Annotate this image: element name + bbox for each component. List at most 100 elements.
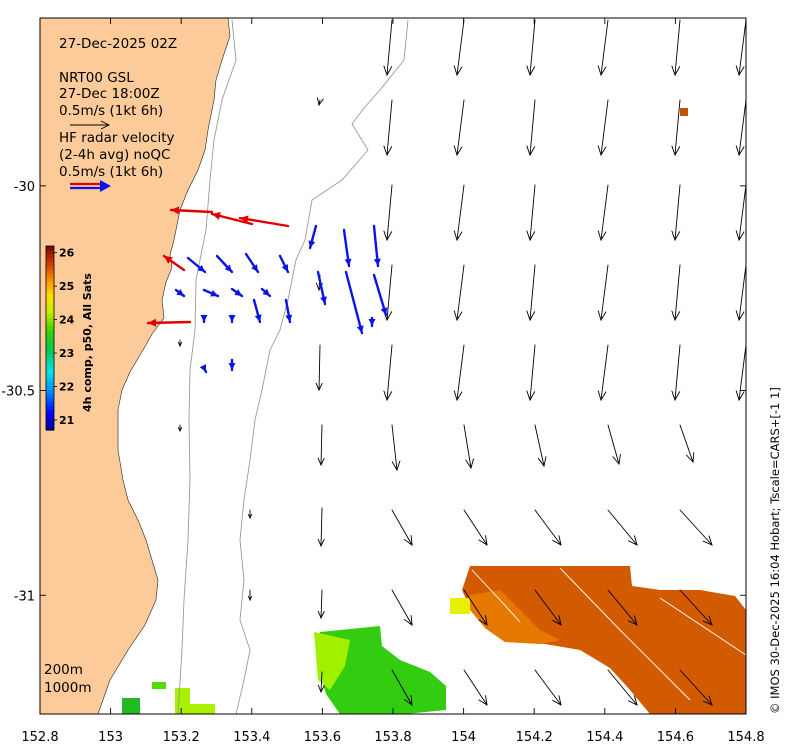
colorbar-tick-label: 26 xyxy=(59,247,75,260)
colorbar-band xyxy=(46,378,54,383)
colorbar-title: 4h comp, p50, All Sats xyxy=(81,273,94,412)
radar-offshore-arrow xyxy=(244,252,260,274)
colorbar-band xyxy=(46,310,54,315)
model-current-arrow xyxy=(383,344,393,402)
isobath-label-1000m: 1000m xyxy=(44,680,92,696)
model-current-arrow xyxy=(463,424,474,470)
colorbar-tick-label: 24 xyxy=(59,314,75,327)
model-current-arrow xyxy=(534,509,562,546)
model-current-arrow xyxy=(463,669,488,706)
model-current-arrow xyxy=(534,589,562,626)
colorbar-band xyxy=(46,342,54,347)
colorbar-band xyxy=(46,250,54,255)
model-current-arrow xyxy=(453,184,465,242)
colorbar-band xyxy=(46,418,54,423)
model-current-arrow xyxy=(607,424,621,466)
model-current-arrow xyxy=(679,669,713,706)
radar-offshore-arrow xyxy=(230,287,244,298)
x-tick-label: 154 xyxy=(451,730,476,745)
model-current-arrow xyxy=(671,264,681,322)
colorbar-band xyxy=(46,294,54,299)
radar-offshore-arrow xyxy=(278,254,290,274)
radar-offshore-arrow xyxy=(174,288,186,298)
model-arrow-layer xyxy=(177,19,746,706)
model-current-arrow xyxy=(453,344,465,402)
model-current-arrow xyxy=(671,19,681,77)
model-current-arrow xyxy=(735,184,746,242)
colorbar-tick-label: 22 xyxy=(59,381,74,394)
model-current-arrow xyxy=(607,589,638,626)
colorbar: 26 25 24 23 22 21 4h comp, p50, All Sats xyxy=(45,245,94,431)
y-axis: -30 -30.5 -31 xyxy=(1,180,746,604)
model-current-arrow xyxy=(177,339,183,348)
sst-warm-patch xyxy=(462,566,746,714)
colorbar-band xyxy=(46,410,54,415)
model-current-arrow xyxy=(597,19,609,77)
model-current-arrow xyxy=(383,99,393,157)
sst-cool-patch-sw2 xyxy=(175,688,215,714)
radar-offshore-arrow xyxy=(260,287,272,298)
model-current-arrow xyxy=(317,507,325,548)
colorbar-band xyxy=(46,362,54,367)
date-label: 27-Dec-2025 02Z xyxy=(59,36,177,52)
model-current-arrow xyxy=(534,669,562,706)
isobath-label-200m: 200m xyxy=(44,662,83,678)
x-tick-label: 154.6 xyxy=(657,730,694,745)
sst-front-line xyxy=(559,567,691,701)
colorbar-band xyxy=(46,370,54,375)
colorbar-band xyxy=(46,314,54,319)
sst-layer xyxy=(122,108,746,714)
model-current-arrow xyxy=(526,19,536,77)
colorbar-band xyxy=(46,382,54,387)
model-current-arrow xyxy=(463,589,488,626)
model-current-arrow xyxy=(247,589,253,602)
colorbar-band xyxy=(46,286,54,291)
model-current-arrow xyxy=(735,99,746,157)
colorbar-band xyxy=(46,262,54,267)
model-current-arrow xyxy=(383,19,393,77)
model-current-arrow xyxy=(383,184,393,242)
model-current-arrow xyxy=(679,509,713,546)
colorbar-band xyxy=(46,246,54,251)
radar-offshore-arrow xyxy=(252,298,262,324)
radar-onshore-arrow xyxy=(238,215,290,228)
model-current-arrow xyxy=(671,184,681,242)
colorbar-tick-label: 25 xyxy=(59,280,74,293)
sst-cool-pixel xyxy=(152,682,166,689)
model-current-arrow xyxy=(526,264,536,322)
model-current-arrow xyxy=(679,424,695,464)
radar-offshore-arrow xyxy=(368,316,376,328)
model-current-arrow xyxy=(607,669,638,706)
model-current-arrow xyxy=(745,424,746,427)
model-current-arrow xyxy=(391,669,413,706)
model-current-arrow xyxy=(534,424,547,468)
model-current-arrow xyxy=(597,99,609,157)
sst-warm-pixel xyxy=(680,108,688,116)
radar-offshore-arrow xyxy=(186,256,207,274)
radar-offshore-arrow xyxy=(372,224,381,268)
sst-yellow-patch xyxy=(450,598,470,614)
colorbar-tick-label: 21 xyxy=(59,414,74,427)
model-current-arrow xyxy=(453,99,465,157)
model-current-arrow xyxy=(453,19,465,77)
model-current-arrow xyxy=(177,424,183,433)
model-current-arrow xyxy=(597,184,609,242)
colorbar-band xyxy=(46,350,54,355)
colorbar-band xyxy=(46,290,54,295)
colorbar-band xyxy=(46,278,54,283)
colorbar-band xyxy=(46,258,54,263)
colorbar-band xyxy=(46,398,54,403)
model-current-arrow xyxy=(316,97,324,107)
x-tick-label: 153.4 xyxy=(233,730,270,745)
colorbar-band xyxy=(46,386,54,391)
radar-offshore-arrow xyxy=(228,358,236,372)
model-current-arrow xyxy=(317,671,325,694)
colorbar-band xyxy=(46,274,54,279)
radar-scale-label: 0.5m/s (1kt 6h) xyxy=(59,164,163,180)
radar-onshore-arrow xyxy=(169,206,214,215)
x-tick-label: 152.8 xyxy=(21,730,58,745)
sst-cool-patch-sw xyxy=(122,698,140,714)
colorbar-band xyxy=(46,394,54,399)
model-scale-arrow xyxy=(70,120,111,130)
